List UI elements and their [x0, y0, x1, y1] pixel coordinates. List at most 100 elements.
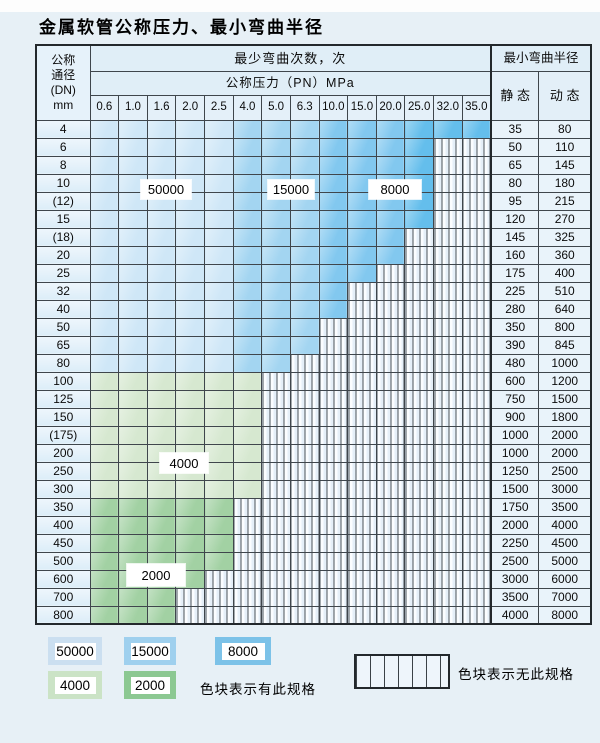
- spec-cell: [118, 317, 148, 337]
- spec-cell: [204, 335, 234, 355]
- no-spec-cell: [433, 173, 463, 193]
- no-spec-cell: [289, 443, 320, 463]
- corner-header-line: 公称: [51, 53, 76, 68]
- no-spec-cell: [461, 425, 492, 445]
- spec-cell: [89, 227, 120, 247]
- spec-cell: [118, 119, 148, 139]
- spec-cell: [232, 389, 263, 409]
- legend-swatch-label: 50000: [54, 642, 96, 660]
- dynamic-radius-cell: 325: [538, 227, 592, 247]
- no-spec-cell: [375, 587, 406, 607]
- no-spec-cell: [347, 605, 377, 625]
- spec-cell: [318, 137, 349, 157]
- spec-cell: [146, 317, 177, 337]
- spec-cell: [175, 317, 205, 337]
- no-spec-cell: [433, 551, 463, 571]
- no-spec-cell: [347, 479, 377, 499]
- no-spec-cell: [318, 335, 349, 355]
- no-spec-cell: [404, 533, 434, 553]
- no-spec-cell: [204, 569, 234, 589]
- dynamic-radius-cell: 360: [538, 245, 592, 265]
- no-spec-cell: [433, 353, 463, 373]
- pressure-tick: 2.5: [204, 94, 234, 121]
- spec-cell: [347, 263, 377, 283]
- dn-cell: 400: [35, 515, 91, 535]
- no-spec-cell: [375, 353, 406, 373]
- no-spec-cell: [375, 299, 406, 319]
- spec-cell: [89, 515, 120, 535]
- dynamic-radius-cell: 3500: [538, 497, 592, 517]
- no-spec-cell: [347, 389, 377, 409]
- spec-cell: [89, 407, 120, 427]
- spec-cell: [146, 587, 177, 607]
- dynamic-radius-cell: 145: [538, 155, 592, 175]
- spec-cell: [146, 533, 177, 553]
- no-spec-cell: [318, 515, 349, 535]
- no-spec-cell: [461, 497, 492, 517]
- no-spec-cell: [318, 425, 349, 445]
- no-spec-cell: [318, 479, 349, 499]
- no-spec-cell: [289, 353, 320, 373]
- spec-cell: [89, 461, 120, 481]
- spec-cell: [318, 227, 349, 247]
- no-spec-cell: [375, 551, 406, 571]
- no-spec-cell: [375, 389, 406, 409]
- no-spec-cell: [433, 461, 463, 481]
- no-spec-cell: [375, 281, 406, 301]
- no-spec-cell: [375, 425, 406, 445]
- spec-cell: [232, 353, 263, 373]
- static-radius-cell: 390: [489, 335, 540, 355]
- table-row: 4 35 80: [35, 119, 592, 139]
- spec-cell: [175, 389, 205, 409]
- pressure-tick: 2.0: [175, 94, 205, 121]
- no-spec-cell: [347, 407, 377, 427]
- no-spec-cell: [461, 155, 492, 175]
- spec-cell: [289, 137, 320, 157]
- spec-cell: [175, 533, 205, 553]
- spec-cell: [175, 299, 205, 319]
- dn-cell: (18): [35, 227, 91, 247]
- spec-cell: [404, 155, 434, 175]
- no-spec-cell: [261, 425, 291, 445]
- spec-cell: [175, 227, 205, 247]
- no-spec-cell: [347, 587, 377, 607]
- no-spec-cell: [433, 515, 463, 535]
- table-row: 32 225 510: [35, 281, 592, 301]
- no-spec-cell: [433, 209, 463, 229]
- page-title: 金属软管公称压力、最小弯曲半径: [39, 18, 324, 38]
- spec-cell: [175, 245, 205, 265]
- spec-cell: [375, 155, 406, 175]
- dynamic-radius-cell: 1200: [538, 371, 592, 391]
- no-spec-cell: [347, 335, 377, 355]
- spec-cell: [146, 263, 177, 283]
- spec-cell: [318, 281, 349, 301]
- spec-cell: [118, 407, 148, 427]
- no-spec-cell: [347, 317, 377, 337]
- spec-cell: [89, 569, 120, 589]
- static-radius-cell: 120: [489, 209, 540, 229]
- spec-cell: [232, 227, 263, 247]
- static-radius-cell: 750: [489, 389, 540, 409]
- no-spec-cell: [461, 191, 492, 211]
- no-spec-cell: [261, 461, 291, 481]
- spec-cell: [232, 317, 263, 337]
- no-spec-cell: [347, 443, 377, 463]
- spec-cell: [204, 353, 234, 373]
- static-radius-cell: 900: [489, 407, 540, 427]
- no-spec-cell: [318, 497, 349, 517]
- no-spec-cell: [461, 443, 492, 463]
- no-spec-cell: [433, 587, 463, 607]
- no-spec-cell: [347, 497, 377, 517]
- dn-cell: 25: [35, 263, 91, 283]
- spec-cell: [461, 119, 492, 139]
- spec-cell: [261, 209, 291, 229]
- no-spec-cell: [261, 371, 291, 391]
- dn-cell: 15: [35, 209, 91, 229]
- corner-header-dn: 公称 通径 (DN) mm: [35, 44, 91, 121]
- spec-cell: [375, 245, 406, 265]
- no-spec-cell: [375, 479, 406, 499]
- no-spec-cell: [261, 479, 291, 499]
- spec-cell: [118, 227, 148, 247]
- no-spec-cell: [433, 533, 463, 553]
- spec-cell: [375, 137, 406, 157]
